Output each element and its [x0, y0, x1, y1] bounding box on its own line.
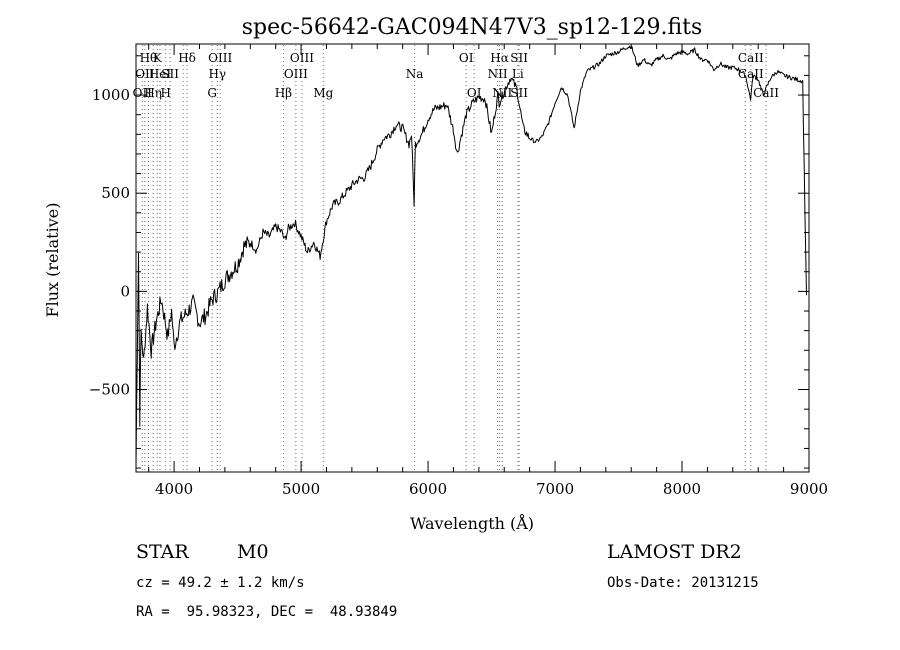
y-tick-label: −500: [89, 381, 130, 399]
spectral-line-label: Hα: [490, 51, 509, 65]
spectral-line-label: SII: [510, 86, 528, 100]
spectral-line-label: Hβ: [275, 86, 292, 100]
x-tick-label: 6000: [409, 480, 447, 498]
coordinates-readout: RA = 95.98323, DEC = 48.93849: [136, 604, 398, 620]
spectral-line-label: Mg: [313, 86, 333, 100]
y-tick-label: 0: [120, 282, 130, 300]
x-tick-label: 9000: [790, 480, 828, 498]
spectral-line-label: Hδ: [178, 51, 196, 65]
x-tick-label: 8000: [663, 480, 701, 498]
spectral-line-label: OI: [459, 51, 474, 65]
spectral-lines-layer: OIIOIIHθHηKHeIHSIIHδGHγOIIIHβOIIIOIIIMgN…: [133, 45, 779, 471]
y-tick-label: 500: [101, 184, 130, 202]
survey-name: LAMOST DR2: [607, 541, 742, 563]
chart-title: spec-56642-GAC094N47V3_sp12-129.fits: [242, 15, 703, 40]
spectral-line-label: NII: [488, 67, 508, 81]
spectral-line-label: CaII: [738, 51, 764, 65]
spectral-line-label: CaII: [753, 86, 779, 100]
y-tick-label: 1000: [92, 86, 130, 104]
spectrum-line: [135, 45, 807, 469]
y-axis-label: Flux (relative): [43, 203, 62, 318]
x-tick-label: 5000: [282, 480, 320, 498]
spectral-line-label: Hη: [144, 86, 162, 100]
obs-date: Obs-Date: 20131215: [607, 575, 759, 591]
series-layer: [135, 45, 807, 469]
plot-frame: [135, 43, 810, 473]
spectral-line-label: K: [153, 51, 163, 65]
spectral-line-label: OIII: [290, 51, 314, 65]
x-tick-label: 7000: [536, 480, 574, 498]
spectral-line-label: OII: [133, 86, 153, 100]
spectral-line-label: Li: [512, 67, 524, 81]
axis-ticks-layer: 4000 5000 6000 7000 8000 9000 −500 0 500 1000: [89, 44, 828, 498]
spectral-line-label: OII: [135, 67, 155, 81]
spectral-line-label: SII: [161, 67, 179, 81]
spectral-line-label: OIII: [208, 51, 232, 65]
object-type: STAR: [136, 541, 189, 563]
x-axis-label: Wavelength (Å): [410, 513, 534, 533]
spectral-subclass: M0: [237, 541, 269, 563]
spectral-line-label: Hγ: [208, 67, 226, 81]
spectral-line-label: OIII: [284, 67, 308, 81]
spectral-line-label: CaII: [738, 67, 764, 81]
x-tick-label: 4000: [155, 480, 193, 498]
spectral-line-label: Na: [406, 67, 424, 81]
spectral-line-label: G: [207, 86, 217, 100]
spectral-line-label: SII: [510, 51, 528, 65]
spectral-line-label: H: [160, 86, 170, 100]
redshift-readout: cz = 49.2 ± 1.2 km/s: [136, 575, 305, 591]
